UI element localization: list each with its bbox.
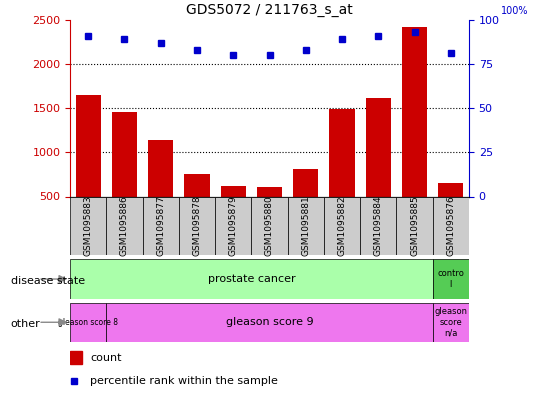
Text: contro
l: contro l [437,269,464,289]
Text: GSM1095880: GSM1095880 [265,196,274,256]
Bar [112,112,137,241]
Bar [433,259,469,299]
Bar [70,303,106,342]
Text: GSM1095882: GSM1095882 [337,196,347,256]
Bar [184,174,210,241]
Bar [220,186,246,241]
Text: 100%: 100% [501,6,528,16]
Bar [402,27,427,241]
Bar [293,169,319,241]
Text: GSM1095883: GSM1095883 [84,196,93,256]
Text: gleason
score
n/a: gleason score n/a [434,307,467,337]
Bar [324,196,360,255]
Text: GSM1095885: GSM1095885 [410,196,419,256]
Bar [106,196,143,255]
Bar [106,303,433,342]
Text: count: count [90,353,121,363]
Text: GSM1095877: GSM1095877 [156,196,165,256]
Text: disease state: disease state [11,276,85,286]
Text: GSM1095876: GSM1095876 [446,196,455,256]
Bar [179,196,215,255]
Text: GSM1095884: GSM1095884 [374,196,383,256]
Bar [329,109,355,241]
Text: GSM1095878: GSM1095878 [192,196,202,256]
Text: GSM1095881: GSM1095881 [301,196,310,256]
Bar [433,303,469,342]
Bar [438,183,464,241]
Bar [143,196,179,255]
Bar [75,95,101,241]
Text: gleason score 9: gleason score 9 [226,317,313,327]
Text: GSM1095886: GSM1095886 [120,196,129,256]
Bar [148,140,174,241]
Bar [396,196,433,255]
Bar [365,98,391,241]
Bar [70,196,106,255]
Bar [257,187,282,241]
Bar [288,196,324,255]
Bar [433,196,469,255]
Bar [251,196,288,255]
Text: other: other [11,319,40,329]
Bar [70,351,82,364]
Text: gleason score 8: gleason score 8 [58,318,118,327]
Text: percentile rank within the sample: percentile rank within the sample [90,376,278,386]
Text: GSM1095879: GSM1095879 [229,196,238,256]
Title: GDS5072 / 211763_s_at: GDS5072 / 211763_s_at [186,3,353,17]
Text: prostate cancer: prostate cancer [208,274,295,284]
Bar [360,196,396,255]
Bar [215,196,251,255]
